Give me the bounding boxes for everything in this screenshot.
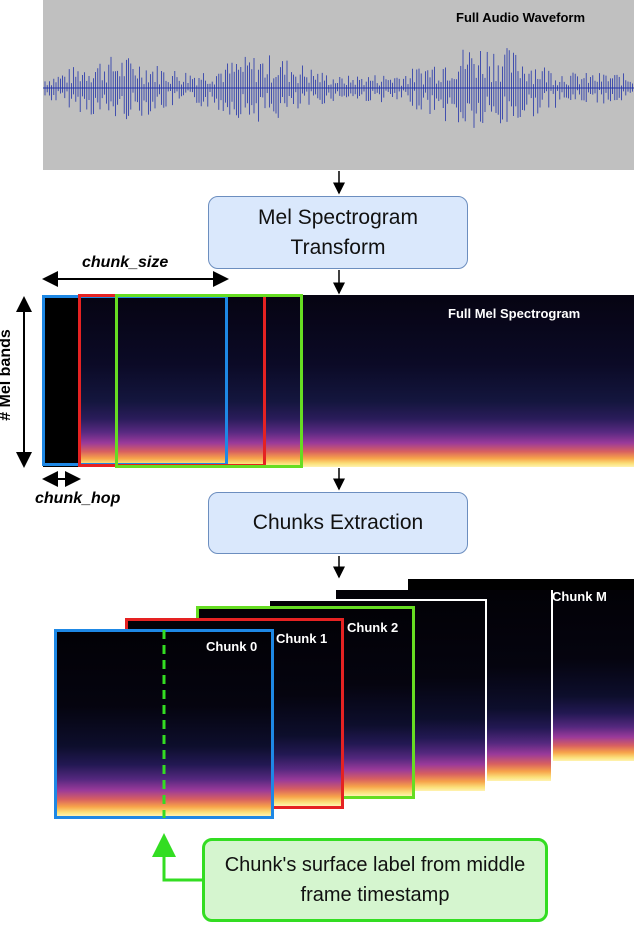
callout-connector [152,833,202,882]
waveform-title: Full Audio Waveform [456,10,586,25]
audio-waveform-panel [43,0,634,170]
chunks-extraction-box: Chunks Extraction [208,492,468,554]
chunk-label-1: Chunk 1 [276,631,328,646]
spectrogram-title: Full Mel Spectrogram [448,306,581,321]
chunk-window-2 [115,294,303,468]
surface-label-callout: Chunk's surface label from middle frame … [202,838,548,922]
mel-transform-box: Mel Spectrogram Transform [208,196,468,269]
spectrogram-silence-region [43,295,78,467]
chunk-label-0: Chunk 0 [206,639,258,654]
chunk-label-m: Chunk M [552,589,607,604]
chunk-hop-label: chunk_hop [35,490,121,507]
waveform-plot [43,48,634,128]
chunk-label-2: Chunk 2 [347,620,399,635]
chunk-card-m-peek [552,590,634,761]
chunk-size-label: chunk_size [82,254,169,271]
full-mel-spectrogram [43,295,634,467]
